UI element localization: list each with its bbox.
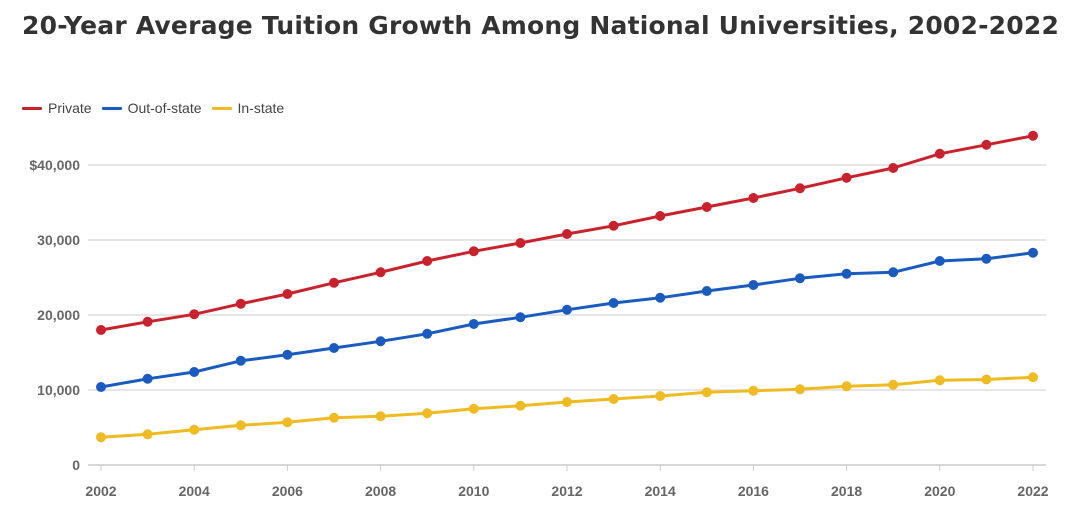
data-point-private[interactable]: [1028, 130, 1038, 141]
data-point-private[interactable]: [748, 193, 759, 203]
data-point-in-state[interactable]: [562, 397, 572, 407]
chart-title: 20-Year Average Tuition Growth Among Nat…: [22, 11, 1060, 40]
data-point-private[interactable]: [235, 298, 246, 309]
data-point-private[interactable]: [282, 289, 293, 299]
data-point-private[interactable]: [795, 183, 805, 194]
legend-item-in-state[interactable]: In-state: [211, 100, 285, 116]
data-point-private[interactable]: [655, 211, 666, 221]
chart-legend: Private Out-of-state In-state: [22, 100, 294, 116]
data-point-in-state[interactable]: [235, 420, 246, 431]
data-point-private[interactable]: [468, 246, 479, 257]
gridlines: [88, 164, 1046, 466]
data-point-in-state[interactable]: [96, 432, 106, 443]
legend-label-private: Private: [48, 100, 92, 116]
data-point-private[interactable]: [422, 256, 433, 266]
data-point-in-state[interactable]: [748, 385, 759, 396]
data-point-private[interactable]: [562, 229, 572, 239]
data-point-out-of-state[interactable]: [1028, 247, 1038, 258]
data-point-in-state[interactable]: [189, 424, 200, 435]
data-point-in-state[interactable]: [795, 384, 805, 395]
series-in-state: [96, 372, 1038, 443]
data-point-in-state[interactable]: [468, 403, 479, 414]
data-point-in-state[interactable]: [1028, 372, 1038, 383]
x-tick-label: 2004: [179, 483, 210, 499]
data-point-out-of-state[interactable]: [981, 253, 992, 264]
data-point-in-state[interactable]: [282, 417, 293, 428]
data-point-private[interactable]: [96, 325, 106, 335]
x-tick-label: 2018: [831, 483, 862, 499]
legend-swatch-private: [22, 106, 42, 110]
data-point-in-state[interactable]: [981, 374, 992, 385]
data-point-out-of-state[interactable]: [468, 319, 479, 329]
data-point-out-of-state[interactable]: [515, 312, 526, 323]
data-point-in-state[interactable]: [934, 375, 945, 386]
data-point-out-of-state[interactable]: [562, 304, 572, 315]
data-point-private[interactable]: [189, 309, 200, 320]
data-point-in-state[interactable]: [375, 411, 386, 422]
data-point-private[interactable]: [142, 316, 153, 327]
data-point-out-of-state[interactable]: [329, 343, 339, 353]
legend-label-in-state: In-state: [237, 100, 285, 116]
data-point-out-of-state[interactable]: [375, 336, 386, 347]
data-point-out-of-state[interactable]: [189, 367, 200, 377]
legend-item-out-of-state[interactable]: Out-of-state: [101, 100, 202, 116]
data-point-in-state[interactable]: [515, 400, 526, 411]
data-point-private[interactable]: [934, 148, 945, 159]
legend-label-out-of-state: Out-of-state: [127, 100, 202, 116]
series-group: [96, 130, 1038, 443]
data-point-out-of-state[interactable]: [655, 292, 666, 303]
data-point-out-of-state[interactable]: [235, 355, 246, 366]
data-point-in-state[interactable]: [422, 408, 433, 419]
x-tick-label: 2006: [272, 483, 303, 499]
x-tick-label: 2022: [1017, 483, 1048, 499]
x-tick-label: 2010: [458, 483, 489, 499]
legend-swatch-out-of-state: [101, 106, 122, 110]
y-tick-label: 0: [72, 457, 80, 473]
y-tick-label: 30,000: [37, 232, 80, 248]
data-point-out-of-state[interactable]: [888, 267, 899, 278]
legend-swatch-in-state: [211, 106, 232, 110]
series-out-of-state: [96, 247, 1038, 392]
data-point-in-state[interactable]: [608, 394, 619, 404]
data-point-private[interactable]: [981, 139, 992, 150]
x-tick-label: 2008: [365, 483, 396, 499]
data-point-in-state[interactable]: [841, 381, 852, 392]
data-point-out-of-state[interactable]: [96, 382, 106, 392]
data-point-out-of-state[interactable]: [142, 373, 153, 384]
data-point-private[interactable]: [701, 202, 712, 212]
data-point-out-of-state[interactable]: [282, 349, 293, 360]
x-tick-label: 2016: [738, 483, 769, 499]
data-point-in-state[interactable]: [655, 391, 666, 401]
y-axis-ticks: 0 10,000 20,000 30,000 $40,000: [29, 157, 80, 473]
legend-item-private[interactable]: Private: [22, 100, 92, 116]
data-point-in-state[interactable]: [701, 387, 712, 398]
data-point-private[interactable]: [841, 172, 852, 183]
data-point-out-of-state[interactable]: [841, 268, 852, 279]
data-point-out-of-state[interactable]: [701, 286, 712, 296]
series-private: [96, 130, 1038, 335]
y-tick-label: 20,000: [37, 307, 80, 323]
x-tick-label: 2002: [85, 483, 116, 499]
x-tick-label: 2014: [645, 483, 676, 499]
x-tick-label: 2012: [551, 483, 582, 499]
data-point-out-of-state[interactable]: [608, 298, 619, 308]
data-point-private[interactable]: [888, 163, 899, 173]
x-tick-label: 2020: [924, 483, 955, 499]
data-point-private[interactable]: [375, 267, 386, 278]
data-point-out-of-state[interactable]: [422, 328, 433, 339]
data-point-out-of-state[interactable]: [795, 273, 805, 284]
data-point-in-state[interactable]: [888, 379, 899, 390]
data-point-out-of-state[interactable]: [748, 280, 759, 290]
data-point-private[interactable]: [608, 220, 619, 231]
data-point-private[interactable]: [329, 277, 339, 288]
data-point-in-state[interactable]: [142, 429, 153, 440]
data-point-out-of-state[interactable]: [934, 256, 945, 266]
data-point-in-state[interactable]: [329, 412, 339, 423]
x-axis-ticks: 2002 2004 2006 2008 2010 2012 2014 2016 2018 2020…: [85, 465, 1049, 499]
y-tick-label: $40,000: [29, 157, 80, 173]
data-point-private[interactable]: [515, 238, 526, 248]
y-tick-label: 10,000: [37, 382, 80, 398]
